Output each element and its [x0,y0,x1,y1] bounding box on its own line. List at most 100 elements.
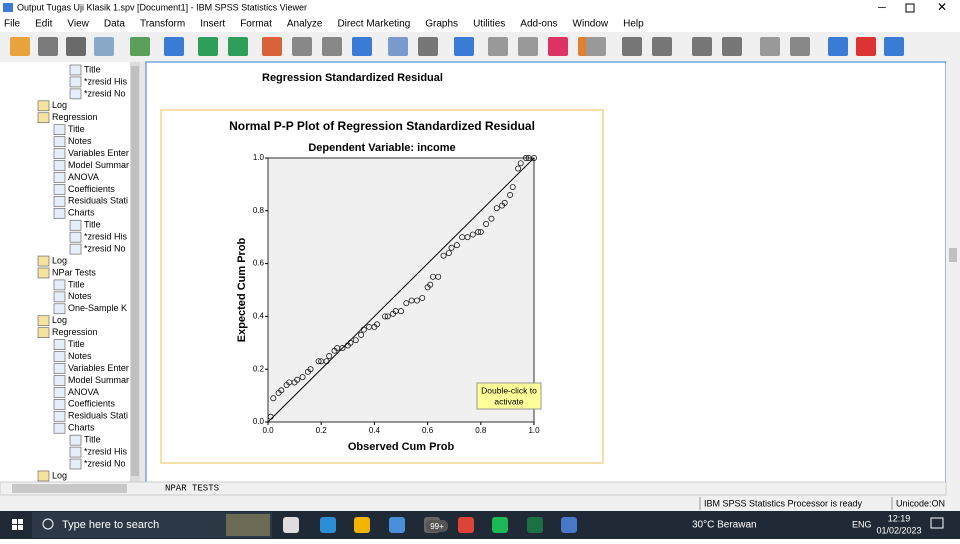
tree-item[interactable]: Notes [68,351,92,361]
tree-item[interactable]: Title [84,220,101,230]
taskbar-app[interactable] [527,517,543,533]
tree-item[interactable]: *zresid No [84,458,126,468]
tree-item[interactable]: Title [84,64,101,74]
toolbar-button[interactable] [352,37,372,56]
taskbar-app[interactable] [561,517,577,533]
tree-item[interactable]: One-Sample K [68,303,127,313]
toolbar-button[interactable] [10,37,30,56]
toolbar-button[interactable] [622,37,642,56]
tree-item[interactable]: Title [68,124,85,134]
tree-item[interactable]: *zresid His [84,76,128,86]
tree-item[interactable]: Regression [52,327,98,337]
tree-item[interactable]: ANOVA [68,172,99,182]
menu-item[interactable]: Direct Marketing [337,19,410,30]
menu-item[interactable]: Insert [200,19,225,30]
toolbar-button[interactable] [760,37,780,56]
tree-item[interactable]: Title [68,339,85,349]
toolbar-button[interactable] [38,37,58,56]
tree-item[interactable]: *zresid No [84,243,126,253]
maximize[interactable] [905,3,915,13]
toolbar-button[interactable] [488,37,508,56]
tree-item[interactable]: Residuals Stati [68,411,128,421]
menu-item[interactable]: Utilities [473,19,505,30]
tree-item[interactable]: Coefficients [68,399,115,409]
menu-item[interactable]: View [67,19,89,30]
toolbar-button[interactable] [652,37,672,56]
start-button[interactable] [12,519,23,530]
tree-item[interactable]: Title [84,435,101,445]
tree-item[interactable]: Log [52,315,67,325]
toolbar-button[interactable] [262,37,282,56]
taskbar-app[interactable] [283,517,299,533]
menu-item[interactable]: Data [104,19,126,30]
toolbar-button[interactable] [586,37,606,56]
toolbar-button[interactable] [292,37,312,56]
menu-item[interactable]: Graphs [425,19,458,30]
toolbar-button[interactable] [94,37,114,56]
toolbar-button[interactable] [884,37,904,56]
tree-item[interactable]: *zresid His [84,446,128,456]
tree-item[interactable]: Charts [68,208,95,218]
point [509,184,516,190]
toolbar-button[interactable] [548,37,568,56]
toolbar-button[interactable] [790,37,810,56]
toolbar-button[interactable] [388,37,408,56]
tree-icon [53,422,66,434]
taskbar-app[interactable] [458,517,474,533]
tree-item[interactable]: NPar Tests [52,267,96,277]
tree-item[interactable]: Log [52,100,67,110]
toolbar-button[interactable] [322,37,342,56]
taskbar-app[interactable] [320,517,336,533]
menu-item[interactable]: Analyze [287,19,323,30]
toolbar-button[interactable] [454,37,474,56]
close[interactable]: ✕ [937,0,947,14]
menu-item[interactable]: File [4,19,21,30]
taskbar-app[interactable] [492,517,508,533]
tree-item[interactable]: Charts [68,423,95,433]
toolbar-button[interactable] [228,37,248,56]
toolbar-button[interactable] [130,37,150,56]
tree-item[interactable]: Notes [68,291,92,301]
content-scroll-thumb[interactable] [949,248,957,262]
tree-item[interactable]: Model Summar [68,375,129,385]
tree-item[interactable]: Variables Enter [68,148,129,158]
toolbar-button[interactable] [198,37,218,56]
tree-item[interactable]: Variables Enter [68,363,129,373]
menu-item[interactable]: Transform [140,19,185,30]
toolbar-button[interactable] [856,37,876,56]
toolbar-button[interactable] [722,37,742,56]
taskbar-app[interactable] [389,517,405,533]
tree-item[interactable]: *zresid No [84,88,126,98]
toolbar-button[interactable] [418,37,438,56]
toolbar-button[interactable] [828,37,848,56]
h-scroll-thumb[interactable] [12,484,127,493]
tree-item[interactable]: Residuals Stati [68,196,128,206]
clock-time[interactable]: 12:19 [888,513,911,523]
minimize[interactable]: ─ [877,2,886,14]
toolbar-button[interactable] [164,37,184,56]
tree-item[interactable]: Model Summar [68,160,129,170]
clock-date[interactable]: 01/02/2023 [876,525,921,535]
tree-item[interactable]: *zresid His [84,232,128,242]
tree-item[interactable]: Notes [68,136,92,146]
tree-item[interactable]: Log [52,470,67,480]
tree-item[interactable]: ANOVA [68,387,99,397]
tree-item[interactable]: Title [68,279,85,289]
tree-item[interactable]: Regression [52,112,98,122]
notifications[interactable] [930,517,944,529]
splitter[interactable] [140,62,146,482]
weather[interactable]: 30°C Berawan [692,520,757,531]
menu-item[interactable]: Window [573,19,609,30]
toolbar-button[interactable] [518,37,538,56]
menu-item[interactable]: Format [240,19,272,30]
menu-item[interactable]: Help [623,19,644,30]
tree-item[interactable]: Coefficients [68,184,115,194]
language[interactable]: ENG [852,519,872,529]
toolbar-button[interactable] [66,37,86,56]
menu-item[interactable]: Add-ons [520,19,557,30]
menu-item[interactable]: Edit [35,19,52,30]
scroll-thumb[interactable] [131,66,139,476]
toolbar-button[interactable] [692,37,712,56]
taskbar-app[interactable] [354,517,370,533]
tree-item[interactable]: Log [52,255,67,265]
